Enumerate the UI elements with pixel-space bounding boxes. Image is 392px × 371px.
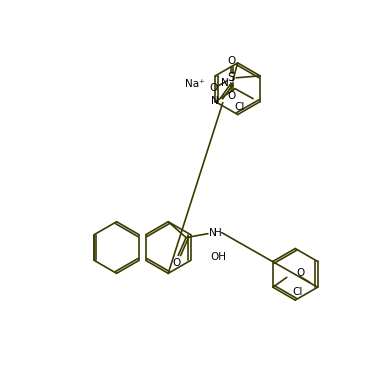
Text: N: N	[221, 78, 229, 88]
Text: OH: OH	[211, 252, 227, 262]
Text: ⁻: ⁻	[214, 74, 219, 83]
Text: N: N	[209, 228, 217, 238]
Text: N: N	[211, 96, 219, 106]
Text: S: S	[228, 71, 235, 84]
Text: O: O	[227, 56, 235, 66]
Text: Cl: Cl	[292, 287, 302, 297]
Text: O: O	[227, 91, 235, 101]
Text: O: O	[209, 83, 218, 93]
Text: Cl: Cl	[234, 102, 245, 112]
Text: H: H	[214, 228, 221, 238]
Text: Na⁺: Na⁺	[185, 79, 204, 89]
Text: O: O	[297, 268, 305, 278]
Text: O: O	[172, 259, 180, 268]
